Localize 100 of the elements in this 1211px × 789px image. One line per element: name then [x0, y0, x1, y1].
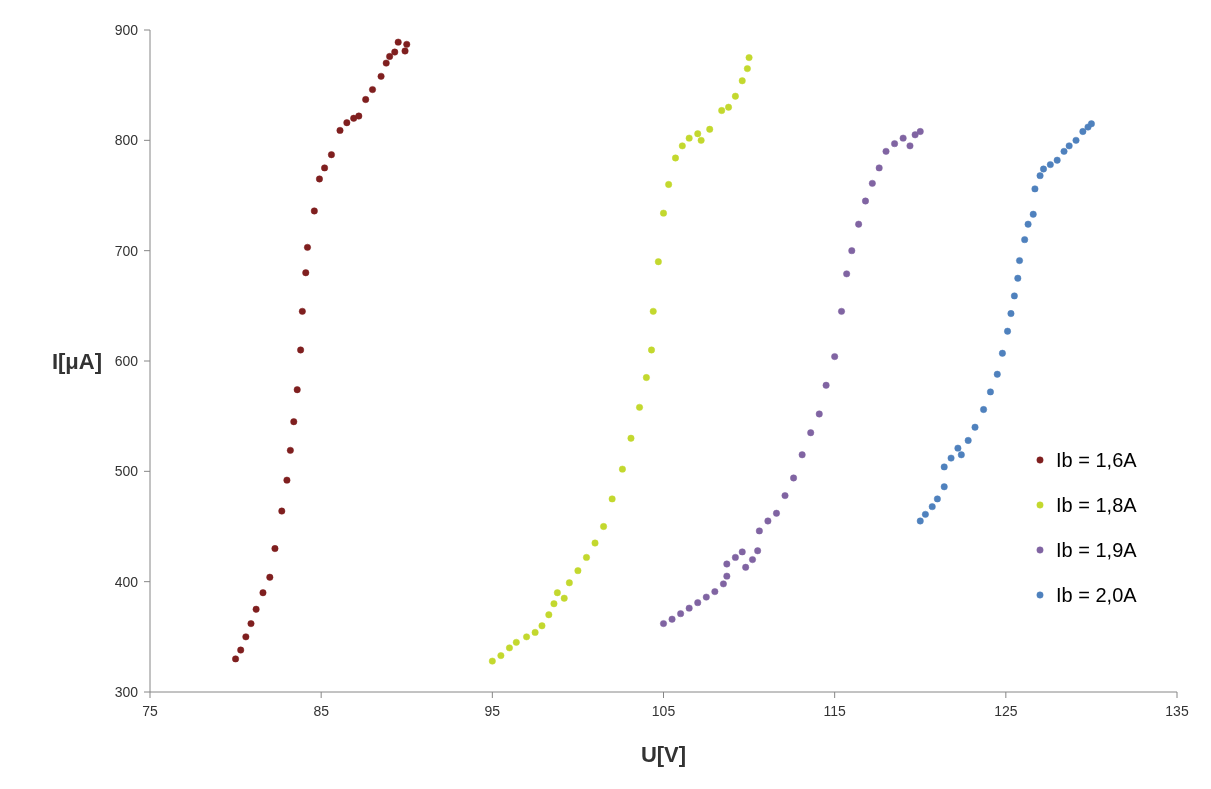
point — [706, 125, 714, 133]
point — [911, 131, 919, 139]
point — [1007, 310, 1015, 318]
point — [731, 553, 739, 561]
point — [933, 495, 941, 503]
point — [1010, 292, 1018, 300]
point — [1029, 210, 1037, 218]
point — [343, 119, 351, 127]
point — [798, 451, 806, 459]
point — [310, 207, 318, 215]
point — [694, 130, 702, 138]
point — [665, 181, 673, 188]
point — [899, 134, 907, 142]
point — [1040, 165, 1047, 173]
point — [401, 47, 409, 55]
point — [591, 539, 599, 547]
point — [672, 154, 679, 162]
point — [232, 655, 240, 663]
point — [1079, 128, 1087, 135]
point — [940, 483, 948, 491]
x-tick-label: 135 — [1165, 703, 1189, 719]
point — [742, 563, 750, 571]
point — [654, 258, 662, 266]
point — [1024, 220, 1032, 228]
point — [855, 220, 863, 228]
point — [355, 112, 363, 120]
point — [1014, 274, 1022, 282]
point — [947, 454, 955, 462]
point — [382, 59, 390, 67]
point — [271, 545, 279, 553]
point — [649, 307, 657, 315]
point — [538, 622, 546, 630]
point — [391, 48, 399, 56]
point — [252, 605, 260, 613]
point — [297, 346, 305, 354]
x-axis-title: U[V] — [640, 742, 687, 767]
point — [822, 381, 830, 389]
y-tick-label: 300 — [114, 683, 139, 700]
point — [304, 243, 311, 251]
point — [497, 652, 505, 660]
point — [993, 370, 1001, 378]
point — [327, 151, 335, 159]
point — [773, 509, 780, 517]
point — [506, 644, 513, 652]
point — [316, 175, 323, 183]
point — [862, 197, 869, 205]
point — [868, 179, 876, 187]
point — [718, 107, 726, 114]
y-tick-label: 800 — [114, 132, 139, 149]
point — [488, 657, 496, 665]
point — [545, 611, 553, 619]
point — [891, 140, 899, 148]
point — [1021, 236, 1029, 244]
point — [608, 495, 616, 503]
point — [875, 164, 883, 172]
legend-label: Ib = 1,8A — [1056, 494, 1138, 516]
point — [394, 38, 402, 46]
point — [286, 446, 294, 454]
point — [685, 604, 693, 612]
point — [660, 620, 667, 628]
point — [553, 589, 561, 597]
point — [362, 96, 370, 103]
point — [755, 527, 763, 535]
point — [998, 349, 1006, 357]
y-tick-label: 900 — [114, 21, 139, 38]
point — [403, 40, 411, 48]
point — [560, 594, 568, 602]
x-tick-label: 75 — [142, 703, 158, 719]
legend-label: Ib = 2,0A — [1056, 584, 1138, 606]
point — [815, 410, 823, 418]
point — [738, 548, 746, 556]
point — [321, 164, 329, 172]
point — [807, 429, 815, 437]
point — [290, 418, 298, 426]
point — [259, 589, 267, 597]
point — [531, 628, 539, 636]
point — [1087, 120, 1095, 128]
point — [550, 600, 558, 608]
point — [1053, 156, 1061, 164]
point — [512, 638, 520, 646]
point — [971, 423, 979, 431]
point — [754, 547, 762, 555]
y-tick-label: 500 — [114, 463, 139, 480]
point — [237, 646, 245, 654]
point — [697, 136, 705, 144]
point — [957, 451, 965, 459]
point — [298, 307, 306, 315]
point — [642, 374, 650, 381]
point — [685, 134, 693, 142]
point — [377, 72, 385, 80]
y-tick-label: 400 — [114, 573, 139, 590]
point — [725, 103, 732, 111]
point — [1016, 257, 1023, 265]
point — [831, 353, 839, 361]
x-tick-label: 105 — [651, 703, 676, 719]
y-axis-title: I[μA] — [51, 348, 102, 374]
point — [916, 517, 924, 525]
point — [636, 403, 643, 411]
point — [1031, 185, 1039, 193]
point — [242, 633, 250, 641]
